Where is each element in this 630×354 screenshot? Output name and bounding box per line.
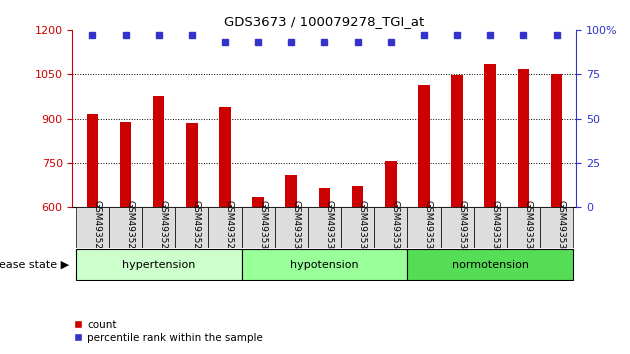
Bar [518, 69, 529, 207]
FancyBboxPatch shape [175, 207, 209, 248]
Title: GDS3673 / 100079278_TGI_at: GDS3673 / 100079278_TGI_at [224, 15, 425, 28]
FancyBboxPatch shape [241, 207, 275, 248]
Bar [219, 107, 231, 207]
Text: GSM493530: GSM493530 [258, 200, 267, 255]
Bar [285, 175, 297, 207]
Bar [120, 121, 131, 207]
Bar [451, 75, 463, 207]
FancyBboxPatch shape [308, 207, 341, 248]
FancyBboxPatch shape [540, 207, 573, 248]
FancyBboxPatch shape [341, 207, 374, 248]
Text: GSM493532: GSM493532 [324, 200, 333, 255]
Bar [418, 85, 430, 207]
FancyBboxPatch shape [76, 207, 109, 248]
Bar [153, 96, 164, 207]
Text: GSM493538: GSM493538 [524, 200, 532, 255]
Bar [385, 161, 396, 207]
Bar [551, 74, 563, 207]
Text: GSM493526: GSM493526 [125, 200, 134, 255]
Text: GSM493531: GSM493531 [291, 200, 301, 255]
FancyBboxPatch shape [241, 250, 408, 280]
Text: hypertension: hypertension [122, 259, 195, 270]
Text: GSM493525: GSM493525 [93, 200, 101, 255]
Bar [186, 123, 198, 207]
FancyBboxPatch shape [408, 250, 573, 280]
Bar [484, 64, 496, 207]
Text: disease state ▶: disease state ▶ [0, 259, 69, 270]
Text: normotension: normotension [452, 259, 529, 270]
FancyBboxPatch shape [76, 250, 241, 280]
Text: GSM493535: GSM493535 [424, 200, 433, 255]
FancyBboxPatch shape [374, 207, 408, 248]
FancyBboxPatch shape [209, 207, 241, 248]
Text: GSM493528: GSM493528 [192, 200, 201, 255]
Text: hypotension: hypotension [290, 259, 358, 270]
Bar [86, 114, 98, 207]
Text: GSM493534: GSM493534 [391, 200, 400, 255]
Text: GSM493533: GSM493533 [358, 200, 367, 255]
FancyBboxPatch shape [275, 207, 308, 248]
Text: GSM493536: GSM493536 [457, 200, 466, 255]
Text: GSM493539: GSM493539 [556, 200, 566, 255]
Legend: count, percentile rank within the sample: count, percentile rank within the sample [68, 315, 267, 347]
FancyBboxPatch shape [440, 207, 474, 248]
Bar [253, 197, 264, 207]
FancyBboxPatch shape [408, 207, 440, 248]
FancyBboxPatch shape [507, 207, 540, 248]
FancyBboxPatch shape [474, 207, 507, 248]
Text: GSM493529: GSM493529 [225, 200, 234, 255]
Bar [319, 188, 330, 207]
FancyBboxPatch shape [109, 207, 142, 248]
Text: GSM493527: GSM493527 [159, 200, 168, 255]
FancyBboxPatch shape [142, 207, 175, 248]
Bar [352, 186, 364, 207]
Text: GSM493537: GSM493537 [490, 200, 499, 255]
